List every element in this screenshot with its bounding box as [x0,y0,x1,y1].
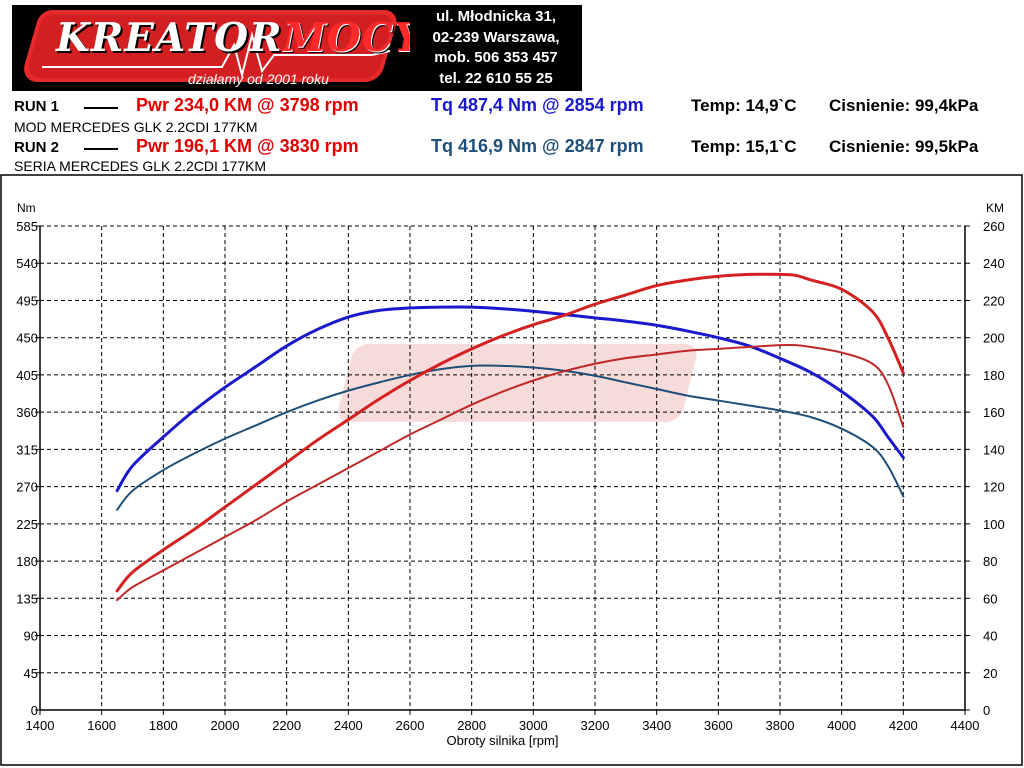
run-label: RUN 1 [14,98,60,115]
y-tick-label-right: 120 [983,480,1005,495]
logo-wordmark: KREATORMOCY [56,15,410,61]
y-tick-label-right: 160 [983,405,1005,420]
series-line-1 [115,305,905,493]
run-line-swatch [84,148,118,150]
chart-frame [0,174,1023,766]
y-tick-label-left: 90 [24,629,38,644]
y-tick-label-right: 60 [983,591,997,606]
x-tick-label: 4200 [889,718,918,733]
x-tick-label: 2600 [396,718,425,733]
y-tick-label-left: 540 [16,256,38,271]
y-tick-label-right: 240 [983,256,1005,271]
logo-pulse-line [42,31,391,79]
run-label: RUN 2 [14,139,60,156]
x-tick-label: 3000 [519,718,548,733]
y-tick-label-right: 200 [983,331,1005,346]
y-tick-label-right: 0 [983,703,990,718]
y-tick-label-right: 260 [983,219,1005,234]
logo: KREATORMOCY działamy od 2001 roku [12,5,410,91]
watermark-logo [338,344,697,422]
logo-word-1: KREATOR [56,15,283,61]
y-tick-label-left: 45 [24,666,38,681]
x-tick-label: 2200 [272,718,301,733]
y-tick-label-right: 220 [983,293,1005,308]
y-tick-label-right: 40 [983,629,997,644]
address-line: tel. 22 610 55 25 [439,69,553,87]
y-tick-label-right: 80 [983,554,997,569]
run-power: Pwr 196,1 KM @ 3830 rpm [136,136,359,156]
x-tick-label: 2000 [211,718,240,733]
x-tick-label: 4000 [827,718,856,733]
run-line-swatch [84,107,118,109]
run-torque: Tq 487,4 Nm @ 2854 rpm [431,95,644,115]
y-tick-label-left: 450 [16,331,38,346]
y-tick-label-right: 100 [983,517,1005,532]
y-tick-label-left: 360 [16,405,38,420]
x-tick-label: 2400 [334,718,363,733]
run-power: Pwr 234,0 KM @ 3798 rpm [136,95,359,115]
run-1-description: MOD MERCEDES GLK 2.2CDI 177KM [14,119,258,135]
address-line: 02-239 Warszawa, [432,28,560,46]
run-pressure: Cisnienie: 99,4kPa [829,96,979,115]
y-tick-label-right: 180 [983,368,1005,383]
y-tick-label-left: 0 [31,703,38,718]
run-2-description: SERIA MERCEDES GLK 2.2CDI 177KM [14,158,267,174]
run-pressure: Cisnienie: 99,5kPa [829,137,979,156]
series-line-2 [116,364,905,511]
x-tick-label: 2800 [457,718,486,733]
run-temperature: Temp: 15,1`C [691,137,797,156]
address-block: ul. Młodnicka 31, 02-239 Warszawa, mob. … [410,5,582,91]
series-line-3 [115,272,905,593]
y-tick-label-left: 585 [16,219,38,234]
logo-tagline: działamy od 2001 roku [188,71,329,87]
y-tick-label-left: 405 [16,368,38,383]
run-torque: Tq 416,9 Nm @ 2847 rpm [431,136,644,156]
x-tick-label: 4400 [951,718,980,733]
y-tick-label-left: 315 [16,442,38,457]
x-axis-label: Obroty silnika [rpm] [447,733,559,748]
dyno-chart-svg: 1400 1600 1800 2000 2200 2400 2600 2800 3000 3200… [0,174,1023,766]
y-axis-label-left: Nm [17,201,36,215]
y-tick-label-right: 140 [983,442,1005,457]
y-tick-label-left: 180 [16,554,38,569]
x-tick-label: 3600 [704,718,733,733]
y-tick-label-left: 135 [16,591,38,606]
y-tick-label-left: 225 [16,517,38,532]
y-tick-label-left: 270 [16,480,38,495]
address-line: mob. 506 353 457 [434,49,558,66]
address-line: ul. Młodnicka 31, [435,8,557,25]
dyno-chart: 1400 1600 1800 2000 2200 2400 2600 2800 3000 3200… [0,174,1024,768]
logo-word-2: MOCY [282,15,410,61]
x-tick-label: 3800 [766,718,795,733]
y-tick-label-left: 495 [16,293,38,308]
x-tick-label: 1800 [149,718,178,733]
x-tick-label: 3200 [581,718,610,733]
y-tick-label-right: 20 [983,666,997,681]
y-axis-label-right: KM [986,201,1004,215]
series-line-4 [116,343,905,602]
x-tick-label: 1400 [26,718,55,733]
x-tick-label: 3400 [642,718,671,733]
x-tick-label: 1600 [87,718,116,733]
run-temperature: Temp: 14,9`C [691,96,797,115]
